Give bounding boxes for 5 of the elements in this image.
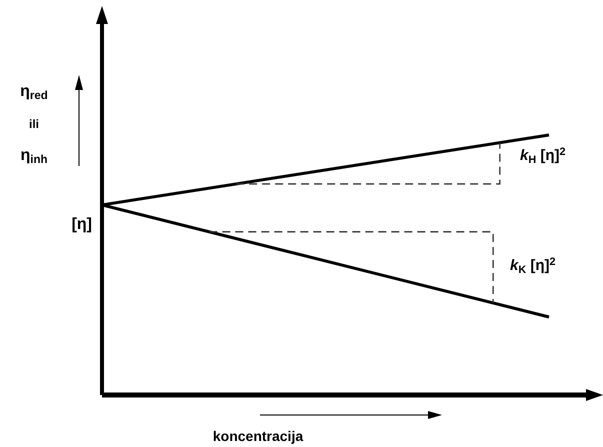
annotation: k$_{H}$ [η]$^{2}$: [520, 146, 566, 166]
annotation: [η]: [72, 216, 92, 233]
annotation: k$_{K}$ [η]$^{2}$: [510, 256, 556, 276]
x-axis-title: koncentracija: [212, 428, 304, 444]
text: η$_{red}$ ili η$_{inh}$: [20, 83, 48, 166]
